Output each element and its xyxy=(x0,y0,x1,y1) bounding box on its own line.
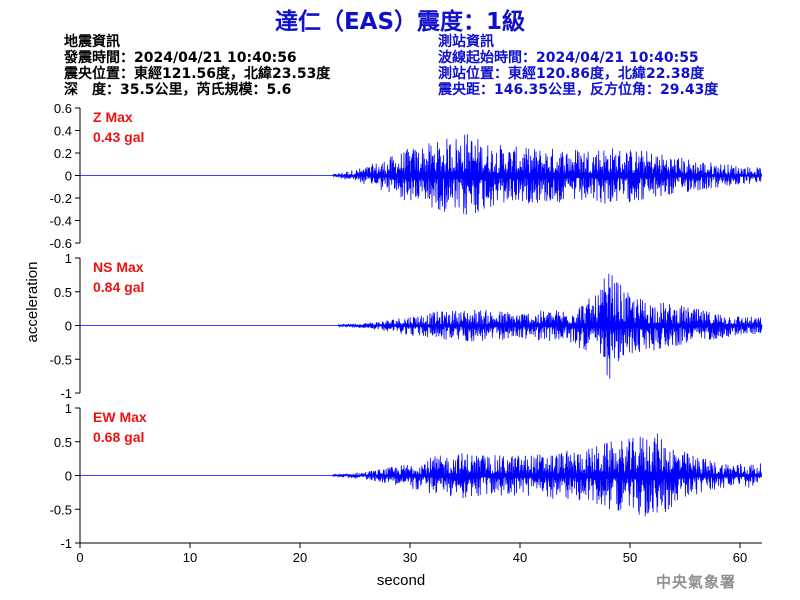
epicenter-location: 震央位置：東經121.56度，北緯23.53度 xyxy=(64,66,331,82)
y-tick-label-z: 0 xyxy=(65,169,72,184)
y-tick-label-z: -0.4 xyxy=(50,214,72,229)
waveform-start-time: 波線起始時間：2024/04/21 10:40:55 xyxy=(438,50,699,66)
y-tick-label-z: -0.2 xyxy=(50,191,72,206)
waveform-trace-z xyxy=(80,134,763,215)
y-tick-label-z: -0.6 xyxy=(50,236,72,251)
y-tick-label-ns: 0 xyxy=(65,319,72,334)
earthquake-info-heading: 地震資訊 xyxy=(64,34,120,50)
chart-title: 達仁（EAS）震度：1級 xyxy=(274,9,526,35)
station-info: 測站資訊 波線起始時間：2024/04/21 10:40:55 測站位置：東經1… xyxy=(438,34,718,98)
x-tick-label: 30 xyxy=(403,550,417,565)
y-tick-label-z: 0.6 xyxy=(54,101,72,116)
y-axis-label: acceleration xyxy=(24,262,41,343)
waveform-trace-ns xyxy=(80,273,763,379)
x-tick-label: 60 xyxy=(733,550,747,565)
y-tick-label-ns: -0.5 xyxy=(50,352,72,367)
y-tick-label-ns: -1 xyxy=(60,386,72,401)
y-tick-label-ew: 0 xyxy=(65,469,72,484)
waveform-trace-ew xyxy=(80,433,763,517)
y-tick-label-z: 0.2 xyxy=(54,146,72,161)
y-tick-label-ew: -1 xyxy=(60,536,72,551)
max-value-ew: 0.68 gal xyxy=(93,429,144,445)
x-tick-label: 10 xyxy=(183,550,197,565)
depth-magnitude: 深 度：35.5公里，芮氏規模：5.6 xyxy=(64,82,292,98)
epicentral-distance: 震央距：146.35公里，反方位角：29.43度 xyxy=(438,82,719,98)
y-tick-label-ew: 0.5 xyxy=(54,435,72,450)
x-tick-label: 40 xyxy=(513,550,527,565)
y-tick-label-ew: -0.5 xyxy=(50,502,72,517)
y-tick-label-ew: 1 xyxy=(65,401,72,416)
station-info-heading: 測站資訊 xyxy=(438,34,494,50)
y-tick-label-ns: 1 xyxy=(65,251,72,266)
origin-time: 發震時間：2024/04/21 10:40:56 xyxy=(64,50,297,66)
agency-name: 中央氣象署 xyxy=(656,573,737,591)
max-label-ew: EW Max xyxy=(93,409,147,425)
max-label-z: Z Max xyxy=(93,109,133,125)
earthquake-info: 地震資訊 發震時間：2024/04/21 10:40:56 震央位置：東經121… xyxy=(64,34,330,98)
max-value-ns: 0.84 gal xyxy=(93,279,144,295)
y-tick-label-ns: 0.5 xyxy=(54,285,72,300)
x-tick-label: 50 xyxy=(623,550,637,565)
x-axis-label: second xyxy=(377,572,425,589)
station-location: 測站位置：東經120.86度，北緯22.38度 xyxy=(438,66,705,82)
y-tick-label-z: 0.4 xyxy=(54,124,72,139)
max-value-z: 0.43 gal xyxy=(93,129,144,145)
max-label-ns: NS Max xyxy=(93,259,144,275)
x-tick-label: 0 xyxy=(76,550,83,565)
x-tick-label: 20 xyxy=(293,550,307,565)
